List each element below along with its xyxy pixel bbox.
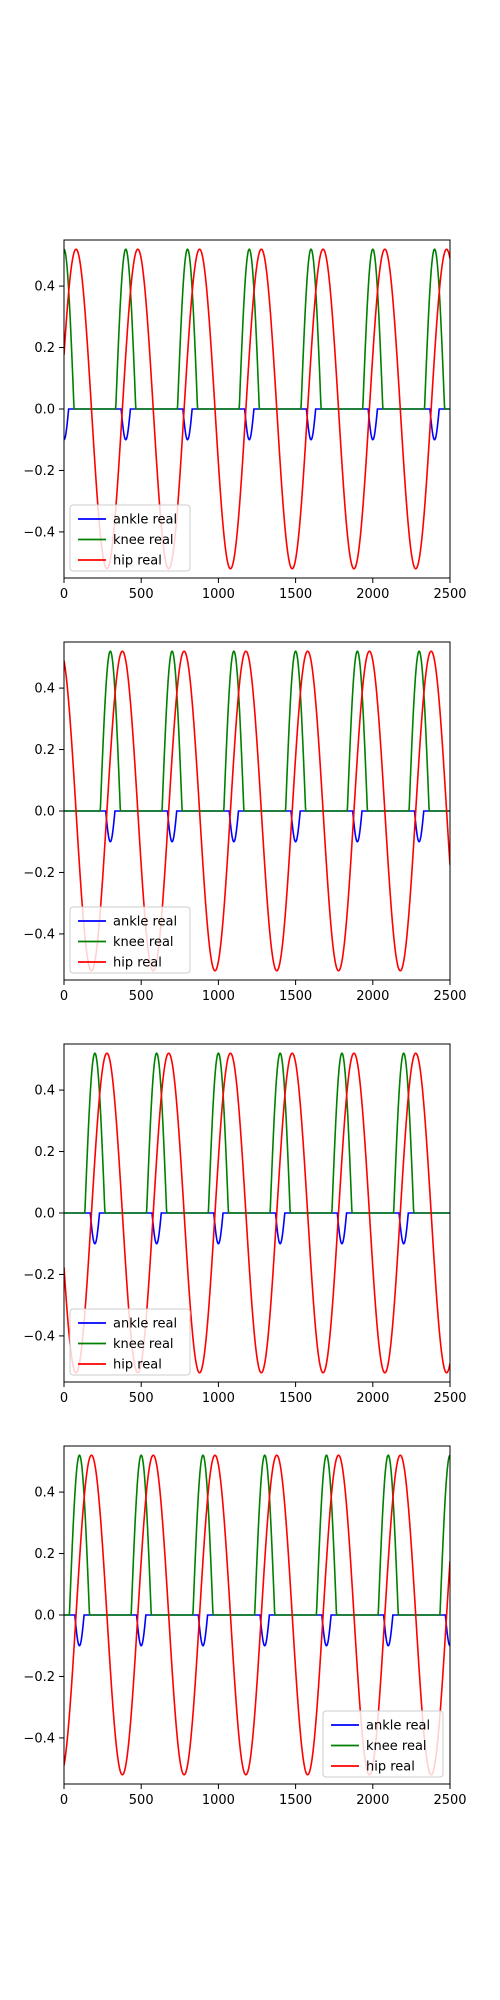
x-tick-label: 0: [60, 587, 68, 602]
legend: ankle real knee real hip real: [69, 1308, 191, 1376]
legend-label: hip real: [113, 956, 162, 971]
series-line-ankle-real: [64, 1614, 450, 1647]
x-tick-label: 500: [129, 1391, 154, 1406]
x-tick-label: 2500: [433, 989, 466, 1004]
y-tick-label: −0.4: [23, 525, 55, 540]
legend: ankle real knee real hip real: [69, 504, 191, 572]
subplot-2: 0 500 1000 1500 2000 2500 −0.4 −0.2 0.0 0.2 0.4 ank…: [23, 641, 467, 1004]
y-tick-label: 0.0: [34, 1609, 55, 1624]
x-tick-label: 0: [60, 989, 68, 1004]
y-tick-label: 0.0: [34, 403, 55, 418]
legend-label: hip real: [113, 1358, 162, 1373]
x-tick-label: 2000: [356, 1793, 389, 1808]
y-tick-label: 0.4: [34, 280, 55, 295]
series-line-ankle-real: [64, 810, 450, 843]
y-tick-label: 0.0: [34, 805, 55, 820]
x-tick-label: 2000: [356, 989, 389, 1004]
series-line-knee-real: [64, 248, 450, 410]
x-tick-label: 1000: [202, 587, 235, 602]
legend-label: ankle real: [113, 513, 177, 528]
y-tick-label: 0.2: [34, 341, 55, 356]
legend-box: [69, 906, 191, 974]
y-tick-label: 0.2: [34, 743, 55, 758]
series-line-hip-real: [64, 650, 450, 972]
y-tick-label: −0.4: [23, 1731, 55, 1746]
legend-label: hip real: [113, 554, 162, 569]
x-tick-label: 2000: [356, 1391, 389, 1406]
legend: ankle real knee real hip real: [69, 906, 191, 974]
legend-label: knee real: [113, 1337, 174, 1352]
x-tick-label: 2500: [433, 1793, 466, 1808]
x-tick-label: 500: [129, 587, 154, 602]
x-tick-label: 1000: [202, 989, 235, 1004]
legend-label: ankle real: [366, 1719, 430, 1734]
x-tick-label: 500: [129, 989, 154, 1004]
y-tick-label: 0.4: [34, 1486, 55, 1501]
x-tick-label: 0: [60, 1391, 68, 1406]
y-tick-label: −0.2: [23, 1670, 55, 1685]
subplot-1: 0 500 1000 1500 2000 2500 −0.4 −0.2 0.0 0.2 0.4 ank…: [23, 239, 467, 602]
subplot-3: 0 500 1000 1500 2000 2500 −0.4 −0.2 0.0 0.2 0.4 ank…: [23, 1043, 467, 1406]
x-tick-label: 1500: [279, 989, 312, 1004]
legend-label: ankle real: [113, 915, 177, 930]
x-tick-label: 2500: [433, 587, 466, 602]
legend-box: [69, 504, 191, 572]
x-tick-label: 1000: [202, 1391, 235, 1406]
y-tick-label: 0.0: [34, 1207, 55, 1222]
y-tick-label: −0.2: [23, 1268, 55, 1283]
x-tick-label: 1500: [279, 1391, 312, 1406]
x-tick-label: 1500: [279, 587, 312, 602]
y-tick-label: −0.2: [23, 866, 55, 881]
series-line-hip-real: [64, 1454, 450, 1776]
series-line-hip-real: [64, 1052, 450, 1374]
series-line-knee-real: [64, 650, 450, 812]
legend-label: knee real: [113, 935, 174, 950]
subplot-4: 0 500 1000 1500 2000 2500 −0.4 −0.2 0.0 0.2 0.4 ank…: [23, 1445, 467, 1808]
legend-box: [322, 1710, 444, 1778]
x-tick-label: 1000: [202, 1793, 235, 1808]
legend: ankle real knee real hip real: [322, 1710, 444, 1778]
y-tick-label: 0.2: [34, 1145, 55, 1160]
legend-box: [69, 1308, 191, 1376]
series-line-hip-real: [64, 248, 450, 570]
legend-label: ankle real: [113, 1317, 177, 1332]
y-tick-label: 0.4: [34, 1084, 55, 1099]
x-tick-label: 1500: [279, 1793, 312, 1808]
x-tick-label: 2000: [356, 587, 389, 602]
x-tick-label: 0: [60, 1793, 68, 1808]
legend-label: knee real: [113, 533, 174, 548]
x-tick-label: 2500: [433, 1391, 466, 1406]
y-tick-label: −0.2: [23, 464, 55, 479]
y-tick-label: −0.4: [23, 927, 55, 942]
y-tick-label: 0.4: [34, 682, 55, 697]
series-line-knee-real: [64, 1052, 450, 1214]
x-tick-label: 500: [129, 1793, 154, 1808]
legend-label: knee real: [366, 1739, 427, 1754]
y-tick-label: −0.4: [23, 1329, 55, 1344]
series-line-knee-real: [64, 1454, 450, 1616]
legend-label: hip real: [366, 1760, 415, 1775]
y-tick-label: 0.2: [34, 1547, 55, 1562]
